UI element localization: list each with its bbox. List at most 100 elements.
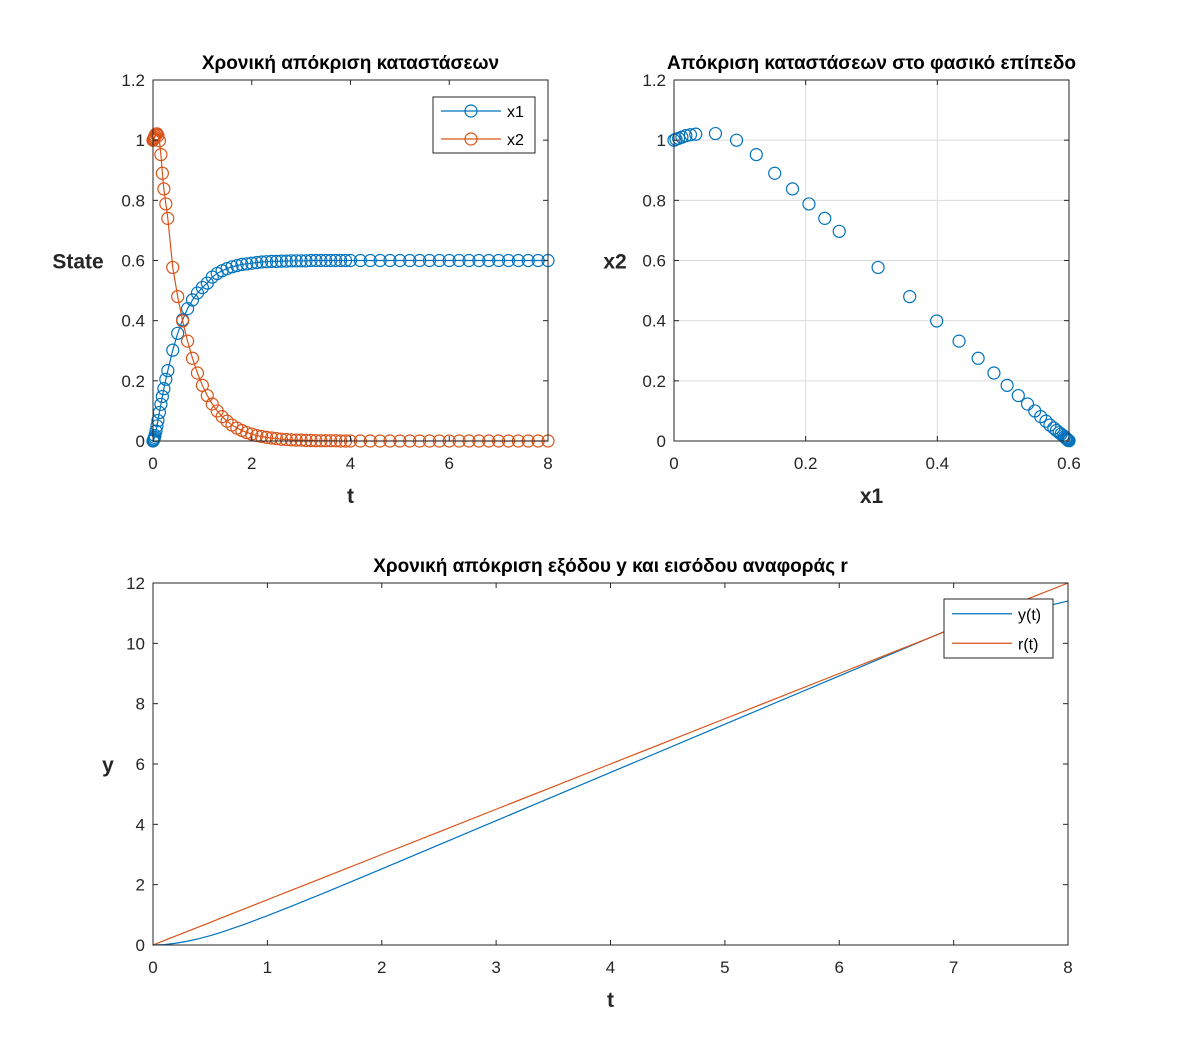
data-point-x1 [309,253,323,268]
data-point-x1 [501,253,516,268]
data-point-series-1 [871,260,885,275]
data-point-x1 [166,343,180,357]
data-point-x2 [269,431,284,446]
data-point-x2 [294,433,308,447]
x-axis-label: x1 [860,485,884,508]
data-point-x1 [264,254,279,269]
x-tick-label: 8 [543,454,552,473]
y-tick-label: 1.2 [642,71,666,90]
x-tick-label: 4 [606,958,615,977]
chart-title: Χρονική απόκριση εξόδου y και εισόδου αν… [373,556,848,577]
data-point-series-1 [785,182,800,196]
x-tick-label: 7 [949,958,958,977]
data-point-x1 [225,260,239,274]
data-point-x1 [373,253,387,268]
data-point-series-1 [689,127,703,141]
data-point-x2 [151,129,165,143]
x-tick-label: 1 [263,958,272,977]
data-point-series-1 [1000,378,1014,392]
data-point-x1 [442,253,456,268]
data-point-x1 [294,254,308,268]
data-point-x2 [157,182,171,196]
x-tick-label: 8 [1063,958,1072,977]
data-point-series-1 [802,197,816,211]
x-tick-label: 2 [377,958,386,977]
data-point-x1 [259,255,274,269]
data-point-series-1 [930,314,944,328]
y-tick-label: 4 [136,815,145,834]
data-point-x1 [319,253,333,268]
legend-label-y(t): y(t) [1018,607,1041,624]
y-tick-label: 8 [136,695,145,714]
legend-box [943,598,1054,659]
x-axis-label: t [347,485,354,508]
data-point-x1 [314,253,328,268]
data-point-x1 [250,256,264,270]
data-point-series-1 [971,351,985,365]
data-point-x1 [511,253,525,268]
data-layer [152,582,1069,946]
data-point-x1 [255,255,269,269]
x-tick-label: 0.2 [794,454,818,473]
data-point-x1 [462,253,476,268]
data-point-x2 [284,433,298,447]
data-point-x2 [274,432,288,446]
data-point-series-1 [679,129,693,143]
x-tick-label: 5 [720,958,729,977]
chart-title: Χρονική απόκριση καταστάσεων [202,53,499,74]
data-point-x2 [250,428,264,443]
y-tick-label: 0.4 [642,312,666,331]
y-tick-label: 0.4 [121,312,145,331]
data-point-x2 [159,197,173,211]
data-point-x1 [329,253,343,268]
data-point-x1 [353,253,367,268]
y-tick-label: 0.8 [642,191,666,210]
data-point-x1 [492,253,506,268]
data-point-series-1 [903,290,917,304]
data-point-x1 [338,253,353,268]
y-axis-label: State [52,251,103,274]
x-tick-label: 4 [346,454,355,473]
chart-1: 0 2 4 6 8 0 0.2 0.4 0.6 0.8 1 1.2 Χρονική απόκριση κ… [52,53,555,508]
data-point-x1 [343,253,358,268]
data-point-x1 [159,372,173,386]
y-tick-label: 2 [136,876,145,895]
legend-label-x2: x2 [507,132,524,149]
x-tick-label: 0.4 [926,454,950,473]
y-tick-label: 0 [136,432,145,451]
legend-label-r(t): r(t) [1018,636,1038,653]
data-point-x1 [161,364,175,378]
data-point-x2 [220,414,234,428]
data-point-x2 [259,430,274,444]
chart-title: Απόκριση καταστάσεων στο φασικό επίπεδο [667,53,1076,74]
legend: x1 x2 [432,96,536,154]
data-point-x2 [299,433,313,447]
data-point-x2 [161,211,175,225]
data-point-x1 [403,253,417,268]
data-point-series-1 [1057,430,1071,444]
data-point-x2 [215,410,229,424]
data-point-series-1 [1011,388,1025,403]
data-point-x2 [185,351,200,365]
data-point-x2 [240,425,254,440]
data-point-x1 [171,326,185,340]
data-point-x1 [274,254,288,268]
data-point-x1 [150,419,164,433]
y-axis-label: y [102,754,114,777]
data-point-series-1 [987,366,1001,380]
data-point-x1 [230,259,244,273]
y-tick-label: 0.6 [642,252,666,271]
y-tick-label: 0.8 [121,191,145,210]
data-point-x2 [180,334,195,348]
data-point-x1 [155,389,169,404]
data-point-x1 [245,256,259,270]
data-point-x1 [269,254,284,269]
x-tick-label: 0 [669,454,678,473]
x-tick-label: 3 [491,958,500,977]
data-point-x1 [299,254,313,268]
y-tick-label: 0.2 [121,372,145,391]
data-point-x1 [148,428,162,443]
data-point-x1 [235,257,249,272]
